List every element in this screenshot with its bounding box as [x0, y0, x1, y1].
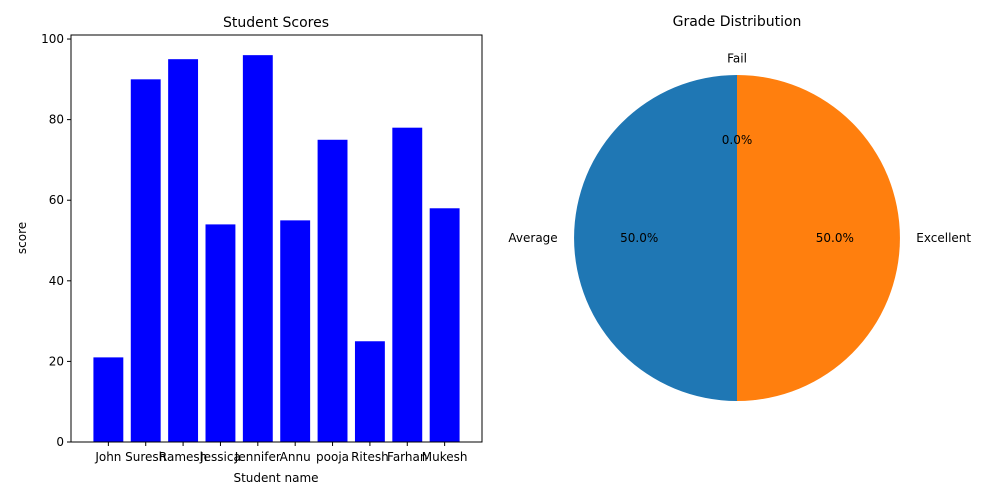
pie-label-average: Average [508, 231, 557, 245]
y-tick-label: 20 [49, 354, 64, 368]
pie-percent-average: 50.0% [620, 231, 658, 245]
bar-pooja [317, 139, 348, 442]
pie-label-excellent: Excellent [916, 231, 971, 245]
x-tick-label: Suresh [125, 450, 166, 464]
pie-percent-excellent: 50.0% [816, 231, 854, 245]
x-tick-label: Farhan [387, 450, 427, 464]
x-axis-label: Student name [233, 471, 318, 485]
y-tick-label: 100 [41, 32, 64, 46]
pie-slice-excellent [737, 75, 900, 401]
bar-farhan [392, 127, 423, 443]
y-tick-label: 40 [49, 274, 64, 288]
x-tick-label: pooja [316, 450, 349, 464]
x-tick-label: Jennifer [234, 450, 281, 464]
x-tick-label: Ritesh [351, 450, 389, 464]
y-tick-label: 60 [49, 193, 64, 207]
x-tick-label: Jessica [199, 450, 241, 464]
bar-ramesh [168, 59, 199, 443]
pie-chart-title: Grade Distribution [673, 14, 802, 30]
pie-slices [574, 75, 900, 401]
pie-slice-average [574, 75, 737, 401]
bar-chart: Student Scores 0 20 40 60 80 100 John SureshRa… [15, 15, 483, 485]
x-tick-label: Annu [280, 450, 311, 464]
plot-frame [70, 34, 483, 443]
bar-jessica [205, 224, 236, 442]
pie-labels: Fail 0.0% Average 50.0% Excellent 50.0% [508, 52, 971, 245]
pie-percent-fail: 0.0% [722, 133, 753, 147]
bar-ritesh [354, 341, 385, 442]
x-tick-label: John [94, 450, 121, 464]
y-tick-label: 0 [56, 435, 64, 449]
x-tick-label: Ramesh [159, 450, 207, 464]
x-tick-label: Mukesh [422, 450, 468, 464]
bar-mukesh [429, 208, 460, 442]
bar-john [93, 357, 124, 442]
bar-annu [280, 220, 311, 442]
bar-chart-title: Student Scores [223, 15, 329, 31]
y-axis-label: score [15, 222, 29, 254]
bar-marks [93, 55, 460, 443]
bar-jennifer [242, 55, 273, 443]
y-tick-label: 80 [49, 113, 64, 127]
pie-chart: Grade Distribution Fail 0.0% Average 50.0% E… [508, 14, 971, 401]
pie-label-fail: Fail [727, 52, 747, 66]
bar-suresh [130, 79, 161, 442]
y-axis-ticks: 0 20 40 60 80 100 [41, 32, 71, 449]
